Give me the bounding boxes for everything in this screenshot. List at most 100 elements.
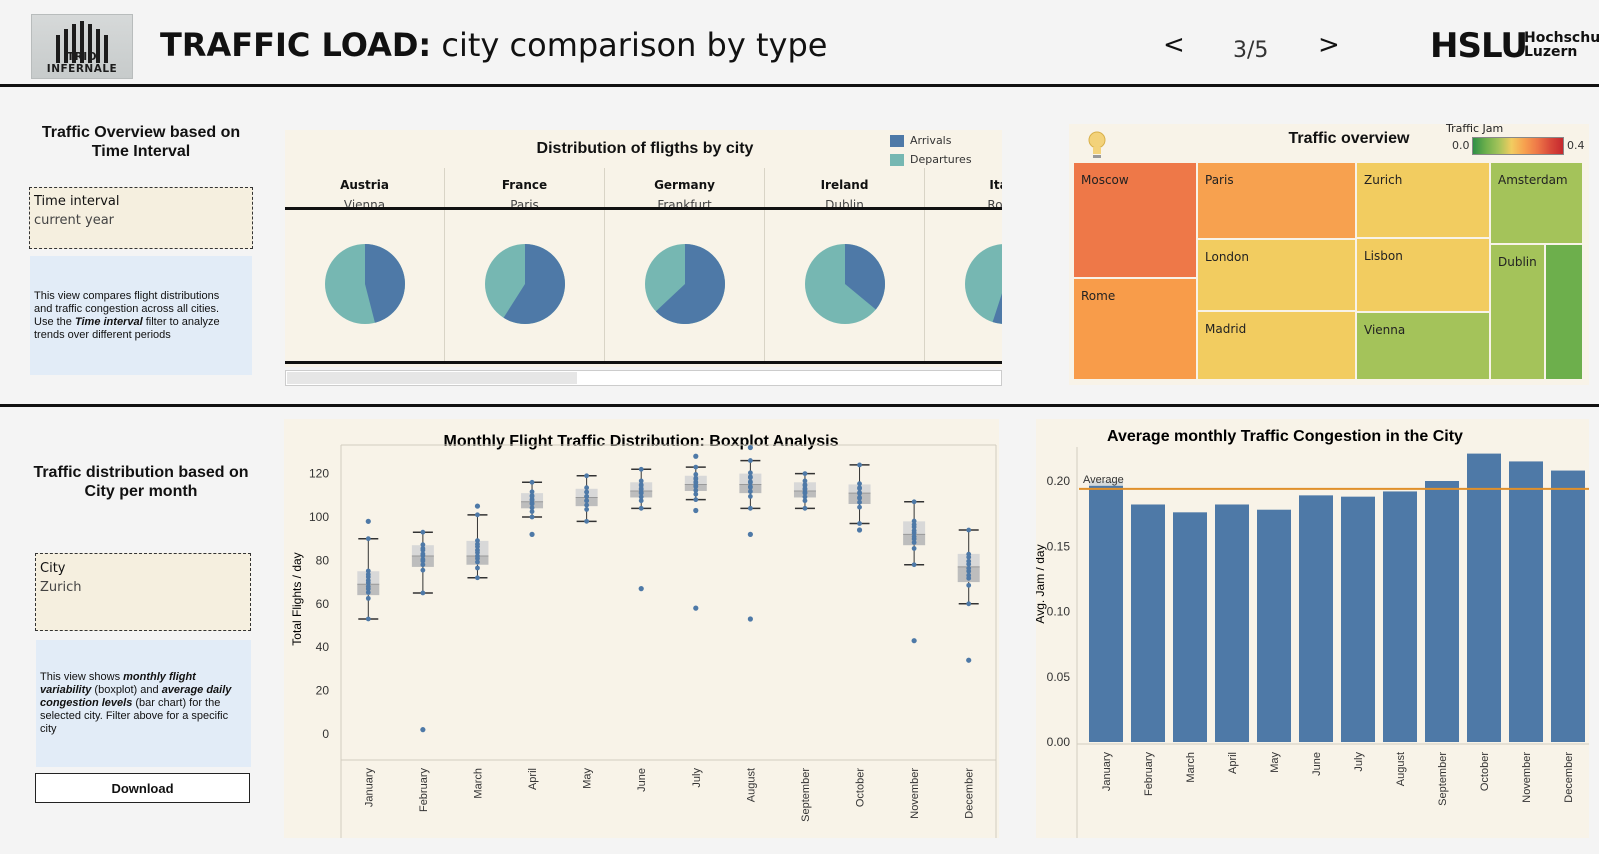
boxplot-point	[857, 504, 862, 510]
bar-x-tick: November	[1521, 752, 1533, 803]
pie-scrollbar[interactable]	[285, 370, 1002, 386]
boxplot-outlier	[693, 453, 699, 459]
boxplot-point	[911, 534, 917, 539]
pie-slice-arrivals	[992, 293, 1002, 324]
treemap: Moscow Rome Paris London Madrid Zurich Lisbon V…	[1073, 162, 1583, 380]
bar-x-tick: April	[1227, 752, 1239, 774]
city-filter[interactable]: City Zurich	[35, 553, 251, 631]
city-filter-value: Zurich	[40, 580, 82, 595]
traffic-jam-legend-min: 0.0	[1452, 139, 1470, 152]
boxplot-point	[747, 505, 753, 511]
boxplot-point	[420, 567, 426, 573]
boxplot-outlier	[966, 657, 972, 663]
logo: TRIO INFERNALE	[31, 14, 133, 79]
pie-header-divider	[285, 207, 1002, 210]
treemap-cell-zurich[interactable]: Zurich	[1356, 162, 1490, 238]
boxplot-point	[693, 491, 699, 497]
bottom-description: This view shows monthly flight variabili…	[36, 640, 251, 767]
boxplot-point	[802, 486, 808, 492]
boxplot-point	[584, 489, 590, 495]
bottom-description-text: This view shows monthly flight variabili…	[40, 671, 235, 736]
boxplot-point	[638, 505, 644, 511]
boxplot-box-august	[739, 444, 762, 622]
treemap-cell-dublin[interactable]: Dublin	[1490, 244, 1545, 380]
lightbulb-icon[interactable]	[1087, 130, 1107, 160]
treemap-cell-paris[interactable]: Paris	[1197, 162, 1356, 239]
pie-country-label: Austria	[340, 178, 389, 192]
bottom-description-part-2: (boxplot) and	[91, 684, 162, 696]
boxplot-y-label: Total Flights / day	[290, 552, 304, 645]
boxplot-point	[475, 565, 480, 571]
boxplot-point	[693, 497, 699, 503]
boxplot-point	[802, 505, 808, 511]
boxplot-panel: Monthly Flight Traffic Distribution: Box…	[284, 419, 999, 840]
treemap-cell-lisbon[interactable]: Lisbon	[1356, 238, 1490, 312]
pie-svg	[485, 244, 565, 324]
boxplot-point	[584, 473, 590, 479]
boxplot-outlier	[474, 503, 481, 509]
bottom-description-emphasis-2: average daily congestion levels	[40, 684, 232, 709]
bar-y-tick: 0.10	[1047, 605, 1071, 619]
bar-x-tick: February	[1143, 752, 1155, 797]
boxplot-point	[911, 546, 917, 551]
boxplot-outlier	[693, 605, 699, 611]
boxplot-point	[638, 494, 644, 500]
section-divider	[0, 404, 1599, 407]
page-title-rest: city comparison by type	[431, 26, 828, 64]
boxplot-point	[857, 490, 862, 495]
boxplot-point	[747, 470, 753, 476]
pie-svg	[325, 244, 406, 324]
boxplot-point	[747, 493, 753, 499]
download-button[interactable]: Download	[35, 773, 250, 803]
bar-august	[1383, 491, 1417, 742]
boxplot-point	[802, 471, 808, 476]
boxplot-point	[420, 562, 426, 568]
boxplot-x-tick: November	[909, 768, 921, 819]
treemap-cell-rome[interactable]: Rome	[1073, 278, 1197, 380]
boxplot-x-tick: February	[418, 768, 430, 813]
treemap-cell-moscow[interactable]: Moscow	[1073, 162, 1197, 278]
boxplot-point	[584, 498, 590, 504]
treemap-cell-amsterdam[interactable]: Amsterdam	[1490, 162, 1583, 244]
pie-country-label: France	[501, 178, 548, 192]
pie-scrollbar-thumb[interactable]	[287, 372, 577, 384]
boxplot-point	[693, 464, 699, 470]
boxplot-point	[911, 562, 917, 568]
boxplot-point	[857, 521, 862, 526]
bottom-section-title: Traffic distribution based on City per m…	[33, 464, 249, 500]
bar-april	[1215, 504, 1249, 742]
treemap-cell-madrid[interactable]: Madrid	[1197, 311, 1356, 380]
bar-x-tick: August	[1395, 752, 1407, 786]
bar-march	[1173, 512, 1207, 742]
time-interval-filter[interactable]: Time interval current year	[29, 187, 253, 249]
legend-departures-label: Departures	[910, 153, 972, 166]
next-page-button[interactable]: >	[1318, 30, 1340, 60]
prev-page-button[interactable]: <	[1163, 30, 1185, 60]
pie-slice-arrivals	[503, 244, 565, 324]
boxplot-point	[529, 509, 535, 514]
boxplot-box-march	[466, 503, 489, 581]
bar-x-tick: May	[1269, 752, 1281, 773]
boxplot-point	[529, 493, 535, 499]
bar-y-tick: 0.05	[1047, 670, 1071, 684]
treemap-cell-london[interactable]: London	[1197, 239, 1356, 311]
pie-column-dublin: Ireland Dublin	[765, 168, 925, 364]
bar-july	[1341, 496, 1375, 742]
treemap-cell-unlabeled[interactable]	[1545, 244, 1583, 380]
boxplot-point	[584, 493, 590, 499]
boxplot-y-tick: 20	[316, 684, 330, 698]
boxplot-x-tick: September	[800, 768, 812, 822]
boxplot-point	[911, 540, 917, 545]
boxplot-point	[638, 478, 644, 484]
congestion-bar-chart: Average monthly Traffic Congestion in th…	[1033, 428, 1589, 838]
boxplot-y-tick: 80	[316, 553, 330, 567]
bar-y-label: Avg. Jam / day	[1036, 544, 1047, 623]
boxplot-point	[966, 575, 972, 581]
boxplot-point	[365, 590, 371, 595]
boxplot-point	[693, 488, 699, 493]
boxplot-point	[857, 485, 862, 491]
boxplot-point	[584, 518, 590, 524]
boxplot-point	[584, 507, 590, 512]
treemap-cell-vienna[interactable]: Vienna	[1356, 312, 1490, 380]
boxplot-box-september	[793, 471, 816, 511]
